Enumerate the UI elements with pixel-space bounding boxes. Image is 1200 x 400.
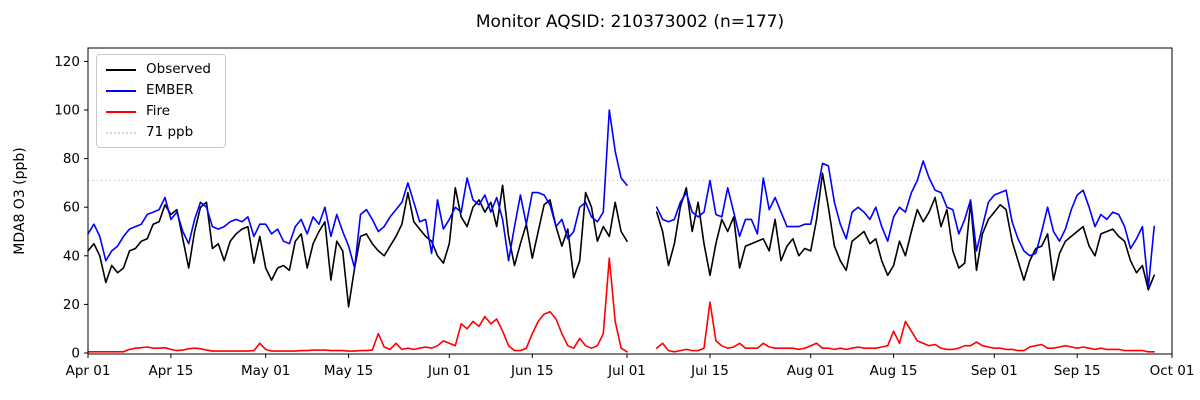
legend-item-observed: Observed [106,62,211,77]
x-tick-label: Aug 01 [787,363,835,379]
y-axis-label: MDA8 O3 (ppb) [12,147,28,255]
observed-line [87,172,1155,308]
ember-line [87,109,1155,289]
x-tick-label: Sep 01 [971,363,1018,379]
y-tick-label: 20 [63,297,80,313]
axes-border [87,47,1173,355]
legend-line-sample-icon [106,68,136,71]
x-tick-label: Oct 01 [1150,363,1195,379]
legend: Observed EMBER Fire 71 ppb [96,54,226,148]
x-tick-label: May 15 [324,363,373,379]
legend-line-sample-icon [106,110,136,113]
x-tick-label: Jun 15 [510,363,554,379]
legend-label: Fire [146,103,171,119]
legend-item-ember: EMBER [106,83,211,98]
x-tick-label: Jun 01 [427,363,471,379]
legend-item-fire: Fire [106,104,211,119]
x-tick-label: Jul 15 [690,363,729,379]
x-tick-label: Aug 15 [870,363,918,379]
y-tick-label: 0 [71,346,80,362]
y-tick-label: 40 [63,248,80,264]
legend-item-71-ppb: 71 ppb [106,125,211,140]
chart-title: Monitor AQSID: 210373002 (n=177) [476,12,784,32]
x-tick-label: Apr 15 [148,363,193,379]
fire-line [87,257,1155,353]
legend-line-sample-icon [106,131,136,134]
legend-label: Observed [146,61,211,77]
y-tick-label: 120 [54,54,80,70]
x-tick-label: May 01 [241,363,290,379]
legend-label: EMBER [146,82,194,98]
x-tick-label: Jul 01 [607,363,646,379]
y-tick-label: 100 [54,103,80,119]
legend-line-sample-icon [106,89,136,92]
legend-label: 71 ppb [146,124,194,140]
x-tick-label: Apr 01 [66,363,111,379]
y-tick-label: 60 [63,200,80,216]
x-tick-label: Sep 15 [1054,363,1101,379]
y-tick-label: 80 [63,151,80,167]
